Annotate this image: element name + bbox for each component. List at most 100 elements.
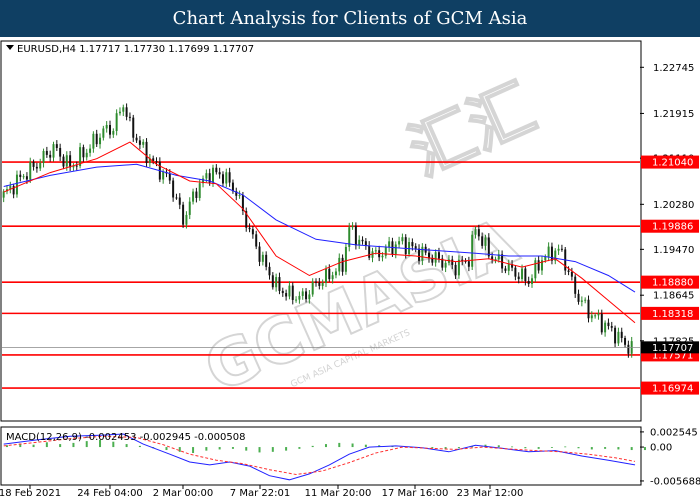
candle-body [437, 252, 440, 259]
macd-tick-label: -0.005688 [650, 476, 700, 487]
candle-body [491, 256, 494, 260]
candle-body [59, 147, 62, 157]
macd-histogram-bar [351, 443, 354, 448]
macd-histogram-bar [324, 444, 327, 448]
candle-body [570, 271, 573, 277]
price-tick-label: 1.20280 [653, 200, 694, 211]
macd-histogram-bar [338, 442, 341, 448]
candle-body [185, 214, 188, 225]
candle-body [368, 245, 371, 258]
candle-body [235, 191, 238, 196]
macd-histogram-bar [112, 441, 115, 448]
candle-body [358, 239, 361, 246]
price-tick-label: 1.22745 [653, 63, 694, 74]
candle-body [108, 124, 111, 135]
candle-body [467, 261, 470, 267]
candle-body [527, 281, 530, 284]
macd-histogram-bar [577, 447, 580, 449]
candle-body [627, 344, 630, 354]
candle-body [560, 248, 563, 250]
candle-body [324, 268, 327, 283]
time-tick-label: 2 Mar 00:00 [153, 488, 213, 499]
candle-body [584, 299, 587, 301]
candle-body [544, 256, 547, 261]
candle-body [594, 315, 597, 317]
candle-body [484, 237, 487, 246]
candle-body [580, 300, 583, 302]
candle-body [198, 183, 201, 198]
symbol-dropdown-icon[interactable] [6, 45, 14, 50]
candle-body [115, 113, 118, 131]
macd-histogram-bar [192, 447, 195, 454]
time-tick-label: 23 Mar 12:00 [457, 488, 524, 499]
time-tick-label: 7 Mar 22:01 [230, 488, 290, 499]
macd-label: MACD(12,26,9) -0.002453 -0.002945 -0.000… [6, 432, 245, 443]
level-label: 1.18880 [652, 278, 693, 289]
candle-body [447, 259, 450, 263]
candle-body [182, 204, 185, 225]
candle-body [421, 246, 424, 261]
candle-body [228, 172, 231, 183]
candle-body [318, 282, 321, 286]
macd-histogram-bar [511, 446, 514, 448]
candle-body [497, 254, 500, 260]
candle-body [374, 250, 377, 252]
candle-body [188, 201, 191, 215]
candle-body [32, 161, 35, 167]
candle-body [251, 229, 254, 235]
candle-body [600, 313, 603, 333]
candle-body [434, 252, 437, 263]
price-tick-label: 1.19470 [653, 245, 694, 256]
candle-body [441, 258, 444, 268]
candle-body [2, 191, 5, 198]
candle-body [531, 278, 534, 284]
candle-body [275, 277, 278, 288]
candle-body [45, 150, 48, 155]
candle-body [231, 182, 234, 192]
candle-body [168, 173, 171, 181]
candle-body [524, 268, 527, 282]
candle-body [364, 241, 367, 246]
candle-body [587, 299, 590, 319]
candle-body [155, 161, 158, 163]
candle-body [574, 276, 577, 294]
candle-body [431, 258, 434, 263]
candle-body [567, 270, 570, 272]
macd-histogram-bar [564, 446, 567, 448]
candle-body [414, 246, 417, 249]
candle-body [620, 331, 623, 338]
candle-body [494, 259, 497, 261]
level-label: 1.21040 [652, 158, 693, 169]
candle-body [624, 337, 627, 345]
candle-body [604, 322, 607, 333]
candle-body [501, 254, 504, 269]
macd-histogram-bar [32, 444, 35, 448]
candle-body [138, 140, 141, 145]
macd-histogram-bar [45, 442, 48, 448]
candle-body [268, 266, 271, 276]
candle-body [15, 174, 18, 195]
candle-body [225, 172, 228, 184]
candle-body [474, 229, 477, 235]
price-tick-label: 1.21915 [653, 109, 694, 120]
candle-body [534, 260, 537, 279]
macd-tick-label: 0.00 [650, 443, 672, 454]
macd-histogram-bar [364, 444, 367, 448]
level-label-bg [641, 381, 699, 395]
candle-body [444, 262, 447, 268]
candle-body [521, 268, 524, 280]
candle-body [511, 264, 514, 268]
macd-histogram-bar [59, 444, 62, 448]
candle-body [142, 141, 145, 145]
chart-banner: Chart Analysis for Clients of GCM Asia [0, 0, 700, 37]
candle-body [338, 257, 341, 272]
candle-body [278, 277, 281, 291]
candle-body [102, 128, 105, 138]
candle-body [384, 247, 387, 256]
candle-body [72, 165, 75, 168]
macd-histogram-bar [590, 447, 593, 450]
candle-body [192, 191, 195, 202]
candle-body [308, 294, 311, 300]
candle-body [404, 237, 407, 255]
